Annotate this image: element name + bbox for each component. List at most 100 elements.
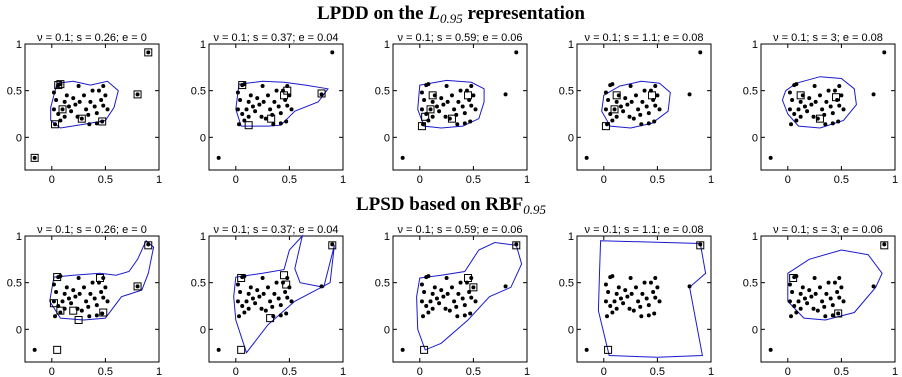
data-point — [820, 299, 825, 304]
data-point — [832, 280, 837, 285]
data-point — [503, 284, 508, 289]
panel-title: ν = 0.1; s = 0.37; e = 0.04 — [213, 32, 338, 44]
data-point — [452, 107, 457, 112]
data-point — [832, 88, 837, 93]
panel-title: ν = 0.1; s = 1.1; e = 0.08 — [585, 224, 704, 236]
support-vector-marker — [53, 273, 62, 282]
data-point — [805, 109, 810, 114]
data-point — [88, 291, 93, 296]
plot-area — [24, 235, 160, 363]
x-tick-label: 0.5 — [834, 174, 849, 186]
data-point — [100, 311, 105, 316]
data-point — [640, 291, 645, 296]
data-point — [794, 310, 799, 315]
data-point — [444, 276, 449, 280]
data-point — [276, 104, 281, 109]
data-point — [69, 109, 74, 114]
support-vector-marker — [604, 345, 613, 354]
chart-panel-10: ν = 0.1; s = 3; e = 0.06 0 0.5 1 0 0.5 1 — [743, 224, 898, 377]
data-point — [71, 288, 76, 293]
data-point — [796, 299, 801, 304]
data-point — [606, 290, 611, 294]
data-point — [820, 107, 825, 112]
data-point — [871, 92, 876, 97]
data-point — [653, 276, 658, 280]
data-point — [800, 285, 805, 290]
y-tick-label: 0 — [200, 324, 206, 336]
data-point — [259, 114, 264, 119]
data-point — [430, 291, 435, 296]
data-point — [101, 295, 106, 300]
data-point — [454, 304, 459, 309]
data-point — [638, 304, 643, 309]
data-point — [828, 296, 833, 301]
data-point — [452, 299, 457, 304]
data-point — [238, 98, 243, 102]
data-point — [468, 311, 473, 316]
data-point — [839, 93, 844, 98]
data-point — [621, 301, 626, 306]
data-point — [64, 93, 69, 98]
data-point — [434, 104, 439, 109]
data-point — [798, 114, 803, 119]
data-point — [419, 107, 424, 112]
decision-boundary — [781, 76, 857, 129]
data-point — [278, 111, 283, 116]
x-tick-label: 1 — [708, 366, 714, 377]
data-point — [430, 114, 435, 119]
data-point — [77, 291, 82, 296]
data-point — [812, 84, 817, 88]
data-point — [657, 299, 662, 304]
data-point — [54, 98, 59, 102]
data-point — [135, 92, 140, 97]
data-point — [651, 290, 656, 294]
data-point — [90, 280, 95, 285]
data-point — [244, 107, 249, 112]
data-point — [471, 285, 476, 290]
data-point — [274, 88, 279, 93]
y-tick-label: 0.5 — [375, 278, 390, 290]
data-point — [610, 118, 615, 123]
data-point — [32, 155, 37, 160]
data-point — [265, 93, 270, 98]
support-vector-marker — [54, 81, 63, 90]
data-point — [421, 122, 426, 127]
data-point — [830, 121, 835, 126]
data-point — [101, 103, 106, 108]
data-point — [655, 285, 660, 290]
data-point — [636, 107, 641, 112]
data-point — [445, 291, 450, 296]
data-point — [817, 285, 822, 290]
y-tick-label: 0 — [568, 324, 574, 336]
data-point — [94, 313, 99, 318]
y-tick-label: 0.5 — [559, 278, 574, 290]
decision-boundary — [597, 240, 707, 358]
x-tick-label: 0 — [233, 174, 239, 186]
data-point — [248, 285, 253, 290]
data-point — [64, 285, 69, 290]
data-point — [642, 88, 647, 93]
data-point — [612, 107, 617, 112]
data-point — [443, 306, 448, 311]
data-point — [623, 288, 628, 293]
data-point — [257, 294, 262, 299]
data-point — [268, 107, 273, 112]
data-point — [278, 303, 283, 308]
y-tick-label: 1 — [568, 231, 574, 243]
data-point — [628, 276, 633, 280]
data-point — [629, 291, 634, 296]
data-point — [798, 99, 803, 104]
data-point — [265, 285, 270, 290]
data-point — [835, 290, 840, 294]
data-point — [272, 99, 277, 104]
data-point — [628, 84, 633, 88]
data-point — [646, 313, 651, 318]
data-point — [830, 303, 835, 308]
y-tick-label: 0.5 — [191, 86, 206, 98]
data-point — [610, 274, 615, 279]
data-point — [400, 155, 405, 160]
data-point — [837, 103, 842, 108]
data-point — [434, 296, 439, 301]
data-point — [240, 112, 245, 116]
